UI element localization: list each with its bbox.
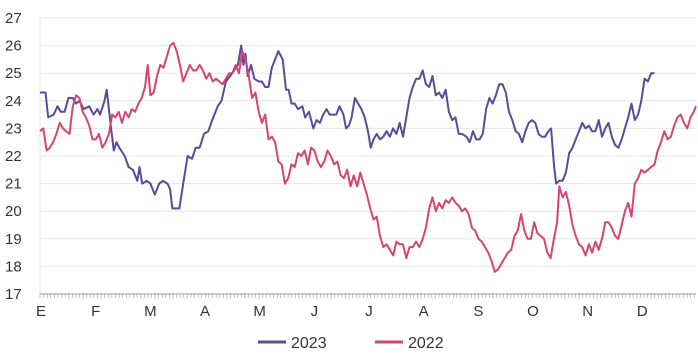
legend-label-2022: 2022 [408, 335, 444, 352]
x-tick-label: E [36, 303, 46, 320]
series-lines [39, 41, 697, 273]
y-tick-label: 20 [5, 203, 22, 220]
y-tick-label: 27 [5, 10, 22, 27]
grid [39, 17, 696, 295]
y-tick-label: 17 [5, 286, 22, 303]
x-tick-label: O [527, 303, 539, 320]
x-axis [39, 293, 696, 298]
x-tick-label: M [253, 303, 266, 320]
x-tick-label: F [91, 303, 100, 320]
x-tick-label: D [637, 303, 648, 320]
series-line-2023 [40, 44, 655, 210]
x-tick-label: S [473, 303, 483, 320]
y-tick-label: 26 [5, 38, 22, 55]
y-axis: 17 18 19 20 21 22 23 24 25 26 27 [5, 10, 22, 303]
x-tick-label: J [311, 303, 319, 320]
y-tick-label: 24 [5, 93, 22, 110]
y-tick-label: 18 [5, 258, 22, 275]
x-tick-label: A [419, 303, 429, 320]
legend-label-2023: 2023 [291, 335, 327, 352]
x-tick-label: N [582, 303, 593, 320]
y-tick-label: 19 [5, 231, 22, 248]
y-tick-label: 25 [5, 65, 22, 82]
x-tick-label: A [200, 303, 210, 320]
legend: 2023 2022 [258, 335, 444, 352]
y-tick-label: 21 [5, 176, 22, 193]
x-tick-label: M [144, 303, 157, 320]
y-tick-label: 22 [5, 148, 22, 165]
series-line-2022 [39, 41, 697, 273]
x-tick-label: J [365, 303, 373, 320]
y-tick-label: 23 [5, 120, 22, 137]
